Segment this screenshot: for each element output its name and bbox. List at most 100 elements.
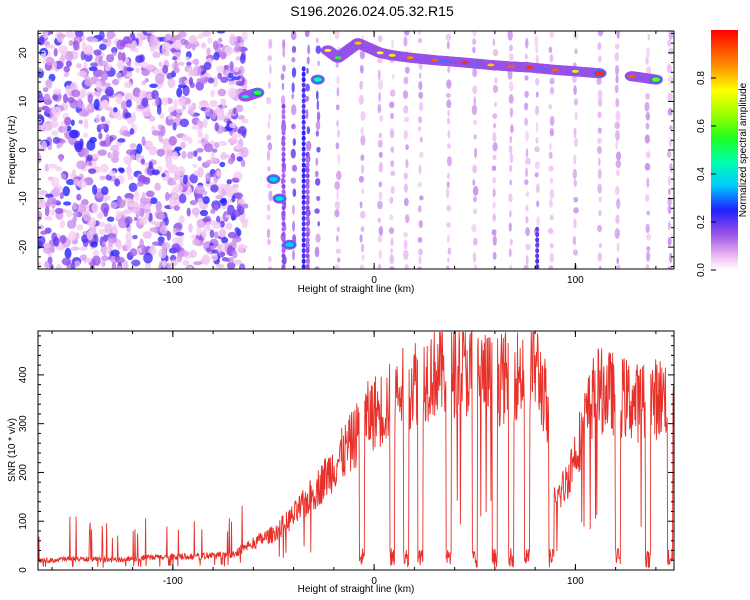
- noise-blob: [197, 132, 204, 139]
- noise-blob: [232, 96, 240, 102]
- streak-blob: [305, 178, 310, 184]
- streak-blob: [492, 113, 498, 119]
- noise-blob: [83, 132, 88, 138]
- streak-blob: [447, 66, 451, 74]
- streak-blob: [616, 242, 620, 253]
- noise-blob: [235, 80, 245, 86]
- streak-blob: [535, 54, 539, 66]
- streak-blob: [301, 226, 306, 232]
- noise-blob: [98, 132, 103, 140]
- noise-blob: [209, 229, 215, 239]
- noise-blob: [80, 87, 86, 99]
- streak-blob: [301, 189, 306, 195]
- streak-blob: [266, 183, 272, 189]
- noise-blob: [172, 56, 178, 61]
- noise-blob: [100, 163, 109, 173]
- noise-blob: [51, 177, 60, 188]
- streak-blob: [267, 142, 273, 151]
- streak-blob: [316, 111, 321, 122]
- streak-blob: [536, 216, 541, 226]
- noise-blob: [77, 180, 87, 189]
- noise-blob: [95, 114, 102, 123]
- streak-blob: [418, 248, 423, 256]
- noise-blob: [239, 263, 246, 269]
- noise-blob: [76, 63, 82, 69]
- streak-blob: [305, 226, 310, 232]
- noise-blob: [43, 31, 49, 39]
- noise-blob: [210, 254, 219, 262]
- streak-blob: [492, 84, 499, 94]
- noise-blob: [234, 144, 244, 150]
- noise-blob: [191, 125, 201, 130]
- streak-blob: [549, 252, 554, 264]
- streak-blob: [281, 125, 286, 131]
- noise-blob: [216, 170, 222, 177]
- streak-blob: [446, 99, 452, 109]
- noise-blob: [40, 50, 47, 59]
- streak-blob: [301, 146, 306, 152]
- streak-blob: [359, 234, 363, 243]
- noise-blob: [218, 186, 223, 198]
- noise-blob: [164, 192, 170, 201]
- noise-blob: [132, 234, 138, 240]
- streak-blob: [292, 249, 295, 261]
- streak-blob: [597, 127, 602, 134]
- noise-blob: [161, 242, 171, 250]
- streak-blob: [549, 143, 552, 151]
- colorbar-tick-label: 0.4: [696, 167, 707, 181]
- noise-blob: [182, 104, 187, 110]
- streak-blob: [268, 255, 272, 263]
- streak-blob: [446, 187, 450, 199]
- streak-blob: [377, 234, 383, 243]
- streak-blob: [471, 104, 478, 116]
- streak-blob: [281, 226, 286, 232]
- streak-blob: [509, 135, 513, 144]
- streak-blob: [573, 154, 577, 165]
- noise-blob: [155, 201, 162, 212]
- streak-blob: [535, 44, 538, 54]
- noise-blob: [38, 190, 48, 196]
- trace-peak: [334, 56, 342, 60]
- streak-blob: [508, 145, 513, 154]
- noise-blob: [42, 87, 49, 93]
- streak-blob: [548, 151, 553, 159]
- streak-blob: [305, 140, 312, 152]
- noise-blob: [91, 202, 99, 214]
- streak-blob: [281, 146, 286, 152]
- streak-blob: [614, 43, 620, 50]
- streak-blob: [598, 157, 601, 167]
- noise-blob: [173, 39, 182, 51]
- streak-blob: [524, 90, 529, 98]
- streak-blob: [492, 48, 499, 57]
- streak-blob: [334, 264, 340, 269]
- noise-blob: [231, 238, 237, 249]
- streak-blob: [390, 146, 395, 153]
- streak-blob: [666, 150, 672, 158]
- streak-blob: [508, 248, 512, 258]
- streak-blob: [281, 215, 286, 222]
- streak-blob: [549, 188, 555, 200]
- streak-blob: [574, 111, 578, 121]
- noise-blob: [65, 85, 71, 95]
- noise-blob: [228, 122, 237, 129]
- noise-blob: [228, 80, 237, 86]
- noise-blob: [65, 31, 75, 39]
- streak-blob: [305, 194, 310, 200]
- streak-blob: [509, 264, 513, 269]
- noise-blob: [63, 65, 71, 73]
- streak-blob: [492, 142, 498, 152]
- noise-blob: [91, 255, 101, 267]
- noise-blob: [100, 202, 110, 214]
- streak-blob: [492, 251, 497, 260]
- streak-blob: [404, 214, 410, 224]
- streak-blob: [644, 101, 650, 112]
- streak-blob: [301, 215, 306, 222]
- spectrogram-y-ticks: -20 -10 0 10 20: [18, 32, 674, 268]
- noise-blob: [232, 107, 237, 115]
- noise-blob: [219, 161, 226, 168]
- streak-blob: [335, 61, 339, 68]
- streak-blob: [492, 213, 496, 222]
- streak-blob: [305, 242, 310, 248]
- noise-blob: [135, 55, 144, 63]
- noise-blob: [104, 223, 113, 234]
